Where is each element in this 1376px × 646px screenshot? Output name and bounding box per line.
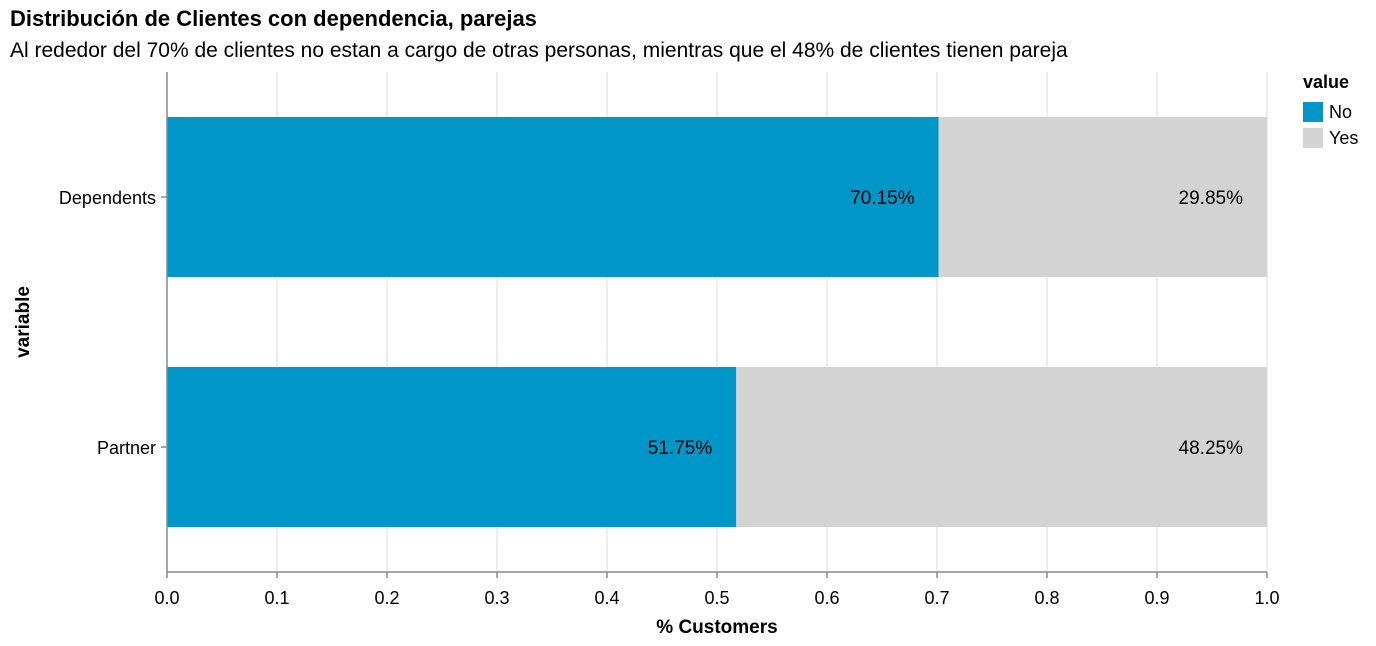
x-tick-label: 0.5 [704, 588, 729, 608]
x-tick-label: 0.4 [594, 588, 619, 608]
bar-partner-no [167, 367, 737, 527]
legend-item-no: No [1303, 99, 1358, 125]
x-tick-label: 0.0 [154, 588, 179, 608]
bar-dependents-no [167, 117, 939, 277]
x-tick-label: 0.9 [1144, 588, 1169, 608]
y-tick-label: Partner [97, 438, 156, 458]
legend: value No Yes [1303, 72, 1358, 151]
x-axis-title: % Customers [656, 617, 777, 638]
x-tick-label: 0.2 [374, 588, 399, 608]
x-tick-label: 0.1 [264, 588, 289, 608]
y-tick-label: Dependents [59, 188, 156, 208]
data-label: 29.85% [1179, 188, 1244, 209]
chart-subtitle: Al rededor del 70% de clientes no estan … [10, 39, 1068, 62]
x-tick-label: 0.3 [484, 588, 509, 608]
bar-dependents-yes [938, 117, 1267, 277]
legend-swatch-no [1303, 102, 1323, 122]
x-tick-label: 1.0 [1254, 588, 1279, 608]
chart-title: Distribución de Clientes con dependencia… [10, 6, 537, 31]
legend-title: value [1303, 72, 1350, 92]
legend-label-yes: Yes [1329, 127, 1359, 148]
data-label: 70.15% [850, 188, 915, 209]
x-tick-label: 0.7 [924, 588, 949, 608]
x-tick-label: 0.6 [814, 588, 839, 608]
y-axis-title: variable [13, 286, 34, 358]
data-label: 51.75% [648, 438, 713, 459]
legend-item-yes: Yes [1303, 125, 1358, 151]
data-label: 48.25% [1179, 438, 1244, 459]
legend-label-no: No [1329, 101, 1353, 122]
legend-swatch-yes [1303, 128, 1323, 148]
x-tick-label: 0.8 [1034, 588, 1059, 608]
bar-partner-yes [736, 367, 1267, 527]
